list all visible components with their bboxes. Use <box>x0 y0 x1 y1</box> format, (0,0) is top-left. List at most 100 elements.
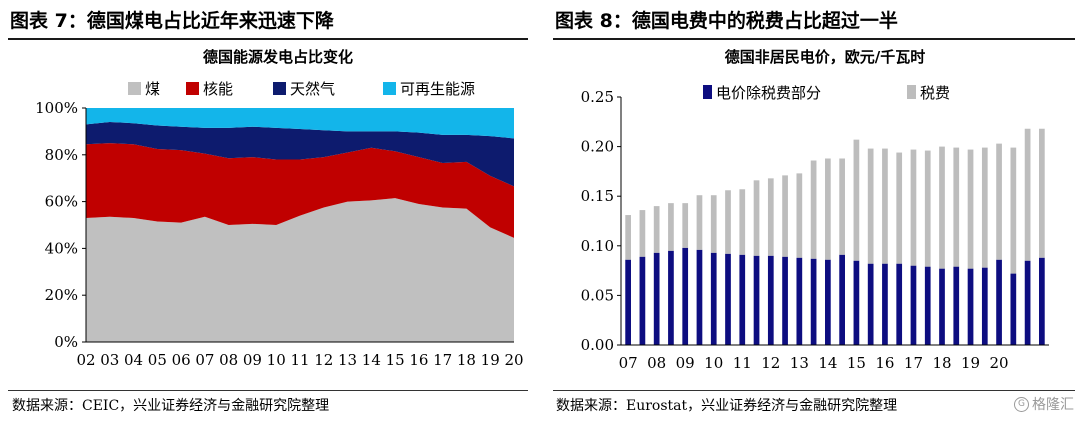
left-y-tick-label: 60% <box>45 193 78 211</box>
right-bar-电价除税费部分 <box>682 247 689 345</box>
right-bar-电价除税费部分 <box>668 250 674 345</box>
right-bar-电价除税费部分 <box>981 267 988 345</box>
right-bar-税费 <box>910 149 917 266</box>
right-bar-电价除税费部分 <box>739 254 746 345</box>
right-x-tick-label: 10 <box>704 354 723 372</box>
left-y-tick-label: 20% <box>45 286 78 304</box>
left-header-rule <box>8 38 528 40</box>
right-bar-电价除税费部分 <box>967 268 974 345</box>
right-bar-税费 <box>1024 128 1031 261</box>
left-area-核能 <box>86 143 514 238</box>
right-x-tick-label: 20 <box>990 354 1009 372</box>
right-header-rule <box>553 38 1075 40</box>
right-bar-电价除税费部分 <box>810 258 817 345</box>
right-bar-电价除税费部分 <box>996 259 1002 345</box>
right-bar-电价除税费部分 <box>896 263 903 345</box>
right-bar-税费 <box>825 158 831 260</box>
right-bar-电价除税费部分 <box>782 256 788 345</box>
right-bar-税费 <box>1010 147 1017 274</box>
watermark: G 格隆汇 <box>1014 394 1074 414</box>
right-x-tick-label: 13 <box>790 354 809 372</box>
left-x-tick-label: 08 <box>219 351 238 369</box>
right-bar-电价除税费部分 <box>910 265 917 345</box>
right-bar-电价除税费部分 <box>825 259 831 345</box>
left-x-tick-label: 14 <box>362 351 381 369</box>
right-x-tick-label: 07 <box>619 354 638 372</box>
right-y-tick-label: 0.15 <box>581 187 614 205</box>
left-legend-label: 天然气 <box>290 80 335 98</box>
right-y-tick-label: 0.00 <box>581 336 614 354</box>
right-bar-税费 <box>810 160 817 259</box>
right-bar-税费 <box>1039 128 1045 258</box>
left-x-tick-label: 06 <box>172 351 191 369</box>
left-x-tick-label: 16 <box>409 351 428 369</box>
right-legend-label: 电价除税费部分 <box>716 84 821 102</box>
right-bar-电价除税费部分 <box>710 252 717 345</box>
right-x-tick-label: 12 <box>761 354 780 372</box>
right-y-tick-label: 0.25 <box>581 88 614 106</box>
right-bar-电价除税费部分 <box>753 255 760 345</box>
left-x-tick-label: 05 <box>148 351 167 369</box>
right-bar-税费 <box>853 139 860 261</box>
left-area-series <box>86 108 514 342</box>
left-y-tick-label: 0% <box>54 333 78 351</box>
right-footer-rule <box>553 390 1075 391</box>
left-legend: 煤 核能 天然气 可再生能源 <box>128 80 475 98</box>
left-y-tick-label: 100% <box>35 99 78 117</box>
right-legend-swatch <box>703 85 712 99</box>
right-bar-电价除税费部分 <box>725 253 731 345</box>
right-bar-电价除税费部分 <box>653 252 660 345</box>
right-bar-税费 <box>653 206 660 253</box>
left-x-tick-label: 09 <box>243 351 262 369</box>
left-source-note: 数据来源：CEIC，兴业证券经济与金融研究院整理 <box>12 398 330 414</box>
right-bar-税费 <box>882 148 888 264</box>
left-x-tick-label: 04 <box>124 351 143 369</box>
right-y-tick-label: 0.20 <box>581 138 614 156</box>
left-x-tick-label: 18 <box>457 351 476 369</box>
left-stacked-area-chart: 德国能源发电占比变化 煤核能 天然气 可再生能源 0%20%40%60%80%100… <box>35 48 523 369</box>
right-x-tick-label: 17 <box>904 354 923 372</box>
left-x-tick-label: 17 <box>433 351 452 369</box>
right-bar-电价除税费部分 <box>924 266 931 345</box>
left-legend-swatch <box>128 82 141 95</box>
left-x-tick-label: 02 <box>76 351 95 369</box>
right-stacked-bar-chart: 德国非居民电价，欧元/千瓦时 电价除税费部分 税费 0.00 0.05 0.10 0.1… <box>581 48 1049 372</box>
right-x-tick-label: 11 <box>733 354 752 372</box>
right-bar-税费 <box>953 147 960 267</box>
right-axes: 0.00 0.05 0.10 0.15 0.20 0.25 07 08 09 10 11 12 13 14… <box>581 88 1049 372</box>
right-bar-税费 <box>739 189 746 255</box>
right-bar-电价除税费部分 <box>853 260 860 345</box>
right-bar-税费 <box>939 146 945 269</box>
left-footer-rule <box>8 390 528 391</box>
right-bar-电价除税费部分 <box>696 249 703 345</box>
right-bar-电价除税费部分 <box>939 268 945 345</box>
right-bar-税费 <box>924 150 931 267</box>
right-legend-label: 税费 <box>920 84 950 102</box>
right-bar-电价除税费部分 <box>1010 273 1017 345</box>
right-x-tick-label: 18 <box>932 354 951 372</box>
right-bar-税费 <box>696 195 703 250</box>
right-x-tick-label: 08 <box>647 354 666 372</box>
right-bar-税费 <box>625 215 631 260</box>
right-source-note: 数据来源：Eurostat，兴业证券经济与金融研究院整理 <box>556 398 898 414</box>
left-y-tick-label: 40% <box>45 239 78 257</box>
left-x-tick-label: 20 <box>504 351 523 369</box>
left-x-tick-label: 15 <box>386 351 405 369</box>
right-bar-电价除税费部分 <box>953 266 960 345</box>
right-bar-税费 <box>767 178 774 256</box>
right-bar-电价除税费部分 <box>1039 257 1045 345</box>
right-bar-电价除税费部分 <box>882 263 888 345</box>
right-x-tick-label: 14 <box>818 354 837 372</box>
right-bar-税费 <box>896 152 903 264</box>
left-y-tick-label: 80% <box>45 146 78 164</box>
left-x-tick-label: 11 <box>290 351 309 369</box>
right-bar-电价除税费部分 <box>1024 260 1031 345</box>
right-bar-税费 <box>796 173 803 258</box>
right-x-tick-label: 15 <box>847 354 866 372</box>
right-bar-税费 <box>668 203 674 251</box>
right-bar-电价除税费部分 <box>625 259 631 345</box>
right-bar-电价除税费部分 <box>867 263 874 345</box>
left-legend-label: 可再生能源 <box>400 80 475 98</box>
left-legend-label: 煤 <box>145 80 160 98</box>
right-bar-电价除税费部分 <box>767 255 774 345</box>
